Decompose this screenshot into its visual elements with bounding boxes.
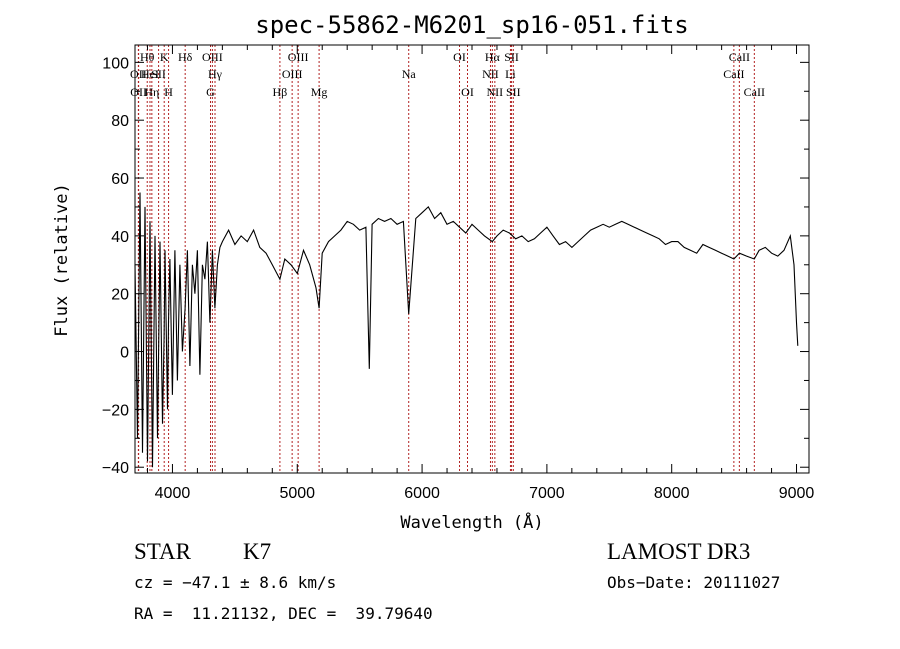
line-marker-label: CaII [729, 50, 750, 64]
line-marker-label: OIII [288, 50, 309, 64]
line-marker-label: OI [461, 85, 474, 99]
x-tick-label: 6000 [404, 485, 440, 502]
line-marker-label: Hα [485, 50, 501, 64]
y-axis-label: Flux (relative) [52, 183, 72, 337]
x-tick-label: 9000 [779, 485, 815, 502]
line-marker-label: Na [402, 67, 417, 81]
observation-date: Obs−Date: 20111027 [607, 573, 781, 592]
line-marker-label: SII [151, 67, 166, 81]
line-marker-label: K [160, 50, 169, 64]
plot-frame [134, 44, 810, 474]
x-tick-label: 7000 [529, 485, 565, 502]
y-tick-label: 40 [111, 229, 129, 246]
y-tick-label: −40 [102, 460, 129, 477]
line-marker-label: OII [130, 67, 147, 81]
line-marker-label: OI [453, 50, 466, 64]
y-tick-label: 60 [111, 171, 129, 188]
line-marker-label: SII [504, 50, 519, 64]
line-marker-label: OII [130, 85, 147, 99]
y-tick-label: 0 [120, 345, 129, 362]
line-marker-label: Hη [144, 85, 159, 99]
line-marker-label: NII [482, 67, 499, 81]
line-marker-label: OIII [282, 67, 303, 81]
line-marker-label: NII [487, 85, 504, 99]
flux-series-line [134, 192, 799, 468]
x-tick-label: 4000 [155, 485, 191, 502]
y-tick-label: 100 [102, 55, 129, 72]
line-marker-label: Hδ [178, 50, 193, 64]
line-marker-label: CaII [744, 85, 765, 99]
y-tick-label: −20 [102, 402, 129, 419]
object-subclass: K7 [243, 539, 272, 564]
line-marker-label: OIII [202, 50, 223, 64]
line-marker-label: Hθ [140, 50, 155, 64]
x-tick-label: 5000 [279, 485, 315, 502]
line-marker-label: Hβ [273, 85, 288, 99]
survey-name: LAMOST DR3 [607, 539, 751, 564]
y-axis: −40 −20 0 20 40 60 80 100 [102, 55, 809, 477]
y-tick-label: 80 [111, 113, 129, 130]
y-tick-label: 20 [111, 287, 129, 304]
line-marker-labels: OII OII Hθ HeI Hη SII K H Hδ G OIII Hγ Hβ OIII OIII Mg N… [130, 50, 765, 99]
ra-dec: RA = 11.21132, DEC = 39.79640 [134, 604, 433, 623]
chart-title: spec-55862-M6201_sp16-051.fits [255, 11, 688, 39]
line-markers [137, 45, 755, 473]
line-marker-label: H [164, 85, 173, 99]
object-class: STAR [134, 539, 191, 564]
x-tick-label: 8000 [654, 485, 690, 502]
x-axis: 4000 5000 6000 7000 8000 9000 [146, 45, 815, 502]
line-marker-label: SII [506, 85, 521, 99]
line-marker-label: Mg [311, 85, 328, 99]
line-marker-label: Hγ [208, 67, 223, 81]
line-marker-label: HeI [141, 67, 159, 81]
x-axis-label: Wavelength (Å) [400, 511, 543, 533]
redshift-cz: cz = −47.1 ± 8.6 km/s [134, 573, 337, 592]
line-marker-label: CaII [723, 67, 744, 81]
line-marker-label: G [206, 85, 215, 99]
line-marker-label: Li [505, 67, 516, 81]
